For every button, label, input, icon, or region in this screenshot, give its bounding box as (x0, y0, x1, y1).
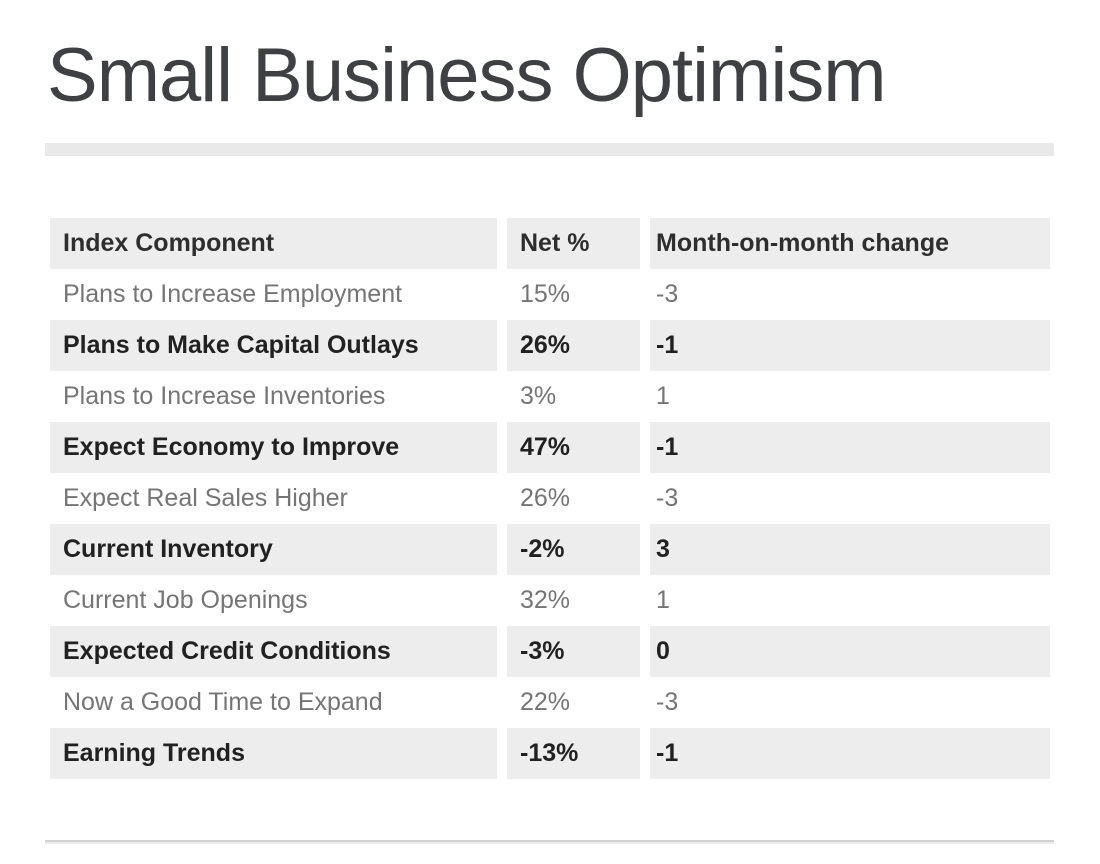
table-row: Expected Credit Conditions -3% 0 (50, 626, 1050, 677)
component-cell: Expected Credit Conditions (50, 626, 497, 677)
mom-change-cell: -1 (650, 422, 1050, 473)
bottom-divider (45, 840, 1054, 844)
column-header-index-component: Index Component (50, 218, 497, 269)
net-percent-cell: 26% (507, 320, 640, 371)
table-row: Plans to Increase Inventories 3% 1 (50, 371, 1050, 422)
table-body: Plans to Increase Employment 15% -3 Plan… (50, 269, 1050, 779)
mom-change-cell: 0 (650, 626, 1050, 677)
mom-change-cell: -3 (650, 473, 1050, 524)
table-row: Plans to Increase Employment 15% -3 (50, 269, 1050, 320)
mom-change-cell: -1 (650, 728, 1050, 779)
net-percent-cell: 32% (507, 575, 640, 626)
mom-change-cell: -3 (650, 269, 1050, 320)
mom-change-cell: -3 (650, 677, 1050, 728)
component-cell: Now a Good Time to Expand (50, 677, 497, 728)
net-percent-cell: 3% (507, 371, 640, 422)
page-title: Small Business Optimism (47, 33, 887, 118)
mom-change-cell: 3 (650, 524, 1050, 575)
net-percent-cell: -13% (507, 728, 640, 779)
column-header-mom-change: Month-on-month change (650, 218, 1050, 269)
table-row: Expect Real Sales Higher 26% -3 (50, 473, 1050, 524)
net-percent-cell: -3% (507, 626, 640, 677)
title-underline-bar (45, 143, 1054, 156)
component-cell: Plans to Increase Inventories (50, 371, 497, 422)
table-row: Current Inventory -2% 3 (50, 524, 1050, 575)
component-cell: Earning Trends (50, 728, 497, 779)
mom-change-cell: 1 (650, 575, 1050, 626)
component-cell: Plans to Increase Employment (50, 269, 497, 320)
net-percent-cell: 15% (507, 269, 640, 320)
table-row: Plans to Make Capital Outlays 26% -1 (50, 320, 1050, 371)
component-cell: Expect Real Sales Higher (50, 473, 497, 524)
component-cell: Current Job Openings (50, 575, 497, 626)
table-row: Expect Economy to Improve 47% -1 (50, 422, 1050, 473)
column-header-net-percent: Net % (507, 218, 640, 269)
mom-change-cell: -1 (650, 320, 1050, 371)
component-cell: Expect Economy to Improve (50, 422, 497, 473)
table-row: Earning Trends -13% -1 (50, 728, 1050, 779)
mom-change-cell: 1 (650, 371, 1050, 422)
table-row: Now a Good Time to Expand 22% -3 (50, 677, 1050, 728)
table-row: Current Job Openings 32% 1 (50, 575, 1050, 626)
net-percent-cell: 26% (507, 473, 640, 524)
component-cell: Plans to Make Capital Outlays (50, 320, 497, 371)
net-percent-cell: 22% (507, 677, 640, 728)
component-cell: Current Inventory (50, 524, 497, 575)
net-percent-cell: 47% (507, 422, 640, 473)
net-percent-cell: -2% (507, 524, 640, 575)
optimism-table: Index Component Net % Month-on-month cha… (50, 218, 1050, 779)
table-header-row: Index Component Net % Month-on-month cha… (50, 218, 1050, 269)
